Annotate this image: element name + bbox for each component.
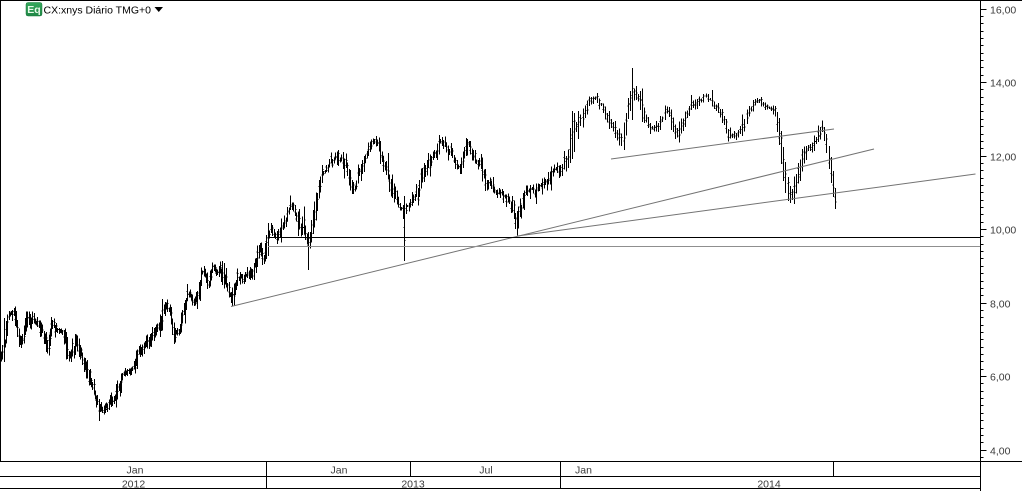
svg-text:12,00: 12,00 [990,151,1016,163]
svg-text:14,00: 14,00 [990,77,1016,89]
svg-text:Jan: Jan [575,465,592,477]
svg-text:6,00: 6,00 [990,371,1011,383]
svg-text:2013: 2013 [401,479,425,491]
svg-text:2012: 2012 [122,479,146,491]
svg-text:16,00: 16,00 [990,4,1016,16]
svg-text:Jan: Jan [127,465,144,477]
svg-text:Jul: Jul [479,465,492,477]
svg-text:10,00: 10,00 [990,224,1016,236]
svg-text:4,00: 4,00 [990,445,1011,457]
svg-text:CX:xnys Diário TMG+0: CX:xnys Diário TMG+0 [44,5,152,17]
svg-text:8,00: 8,00 [990,298,1011,310]
svg-text:2014: 2014 [757,479,781,491]
svg-text:Eq: Eq [27,4,40,16]
svg-text:Jan: Jan [331,465,348,477]
